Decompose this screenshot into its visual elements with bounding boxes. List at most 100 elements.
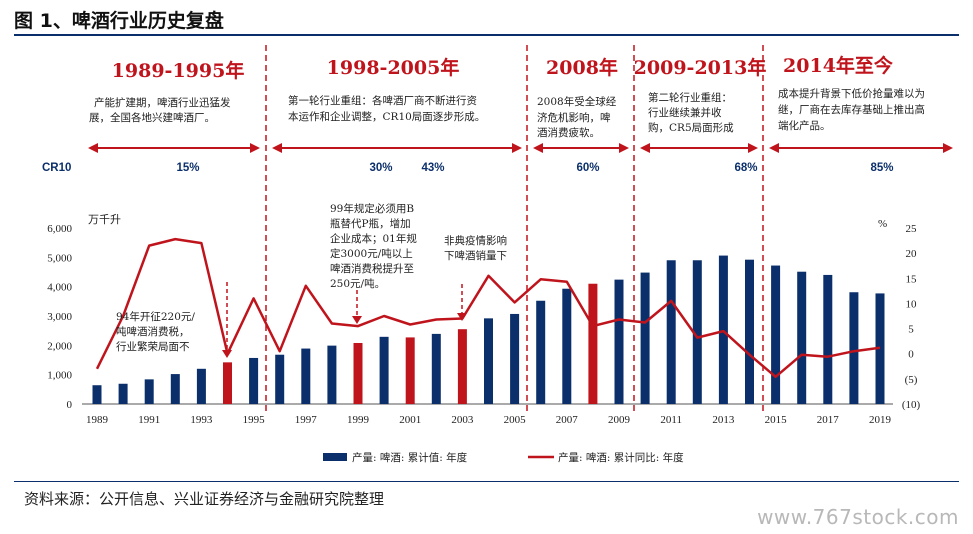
right-tick-label: 15 xyxy=(906,273,918,285)
annotation-1999: 99年规定必须用B 瓶替代P瓶，增加 企业成本；01年规 定3000元/吨以上 … xyxy=(330,202,417,324)
bar-1994 xyxy=(223,362,232,404)
watermark: www.767stock.com xyxy=(757,505,959,529)
left-tick-label: 6,000 xyxy=(47,223,72,235)
annotation-1994-arrowhead xyxy=(222,350,232,358)
bar-1990 xyxy=(118,383,128,404)
period-3-desc-line-1: 2008年受全球经 xyxy=(537,95,617,108)
period-5-desc-line-2: 继，厂商在去库存基础上推出高 xyxy=(778,103,925,116)
annotation-2003-line-2: 下啤酒销量下 xyxy=(444,249,507,262)
annotation-1994-line-3: 行业繁荣局面不 xyxy=(116,340,190,353)
right-tick-label: 25 xyxy=(906,223,918,235)
period-3-desc-line-2: 济危机影响，啤 xyxy=(537,111,611,124)
bar-2011 xyxy=(666,260,676,404)
x-tick-label: 2009 xyxy=(608,414,631,426)
bar-2010 xyxy=(640,272,650,404)
x-tick-label: 2001 xyxy=(399,414,421,426)
annotation-1999-arrowhead xyxy=(352,316,362,324)
left-tick-label: 2,000 xyxy=(47,340,72,352)
x-tick-label: 2007 xyxy=(556,414,579,426)
title-underline xyxy=(14,34,959,36)
bar-2006 xyxy=(536,300,546,404)
period-3-title: 2008年 xyxy=(546,56,618,79)
legend-bar-swatch xyxy=(323,453,347,461)
period-5-desc-line-3: 端化产品。 xyxy=(778,119,831,132)
cr-value-1: 15% xyxy=(176,162,199,174)
bar-2005 xyxy=(510,313,520,404)
period-5-title: 2014年至今 xyxy=(783,54,893,77)
bar-2014 xyxy=(745,259,754,404)
bar-1993 xyxy=(196,368,206,404)
bar-2015 xyxy=(771,265,781,404)
x-tick-label: 2017 xyxy=(817,414,840,426)
left-axis-unit: 万千升 xyxy=(88,213,121,226)
bar-2012 xyxy=(692,260,702,404)
left-tick-label: 0 xyxy=(67,399,73,411)
period-4-title: 2009-2013年 xyxy=(634,56,767,79)
bar-1992 xyxy=(170,374,180,404)
right-axis: (10) (5) 0 5 10 15 20 25 xyxy=(902,223,921,411)
period-3-span-arrow xyxy=(533,143,629,153)
bar-2004 xyxy=(484,318,493,404)
right-tick-label: (10) xyxy=(902,399,921,411)
annotation-1999-line-3: 企业成本；01年规 xyxy=(330,232,417,245)
bar-1995 xyxy=(249,357,259,404)
right-tick-label: 0 xyxy=(908,349,914,361)
bar-1999 xyxy=(353,342,363,404)
annotation-1994-line-2: 吨啤酒消费税， xyxy=(116,325,190,338)
bar-1989 xyxy=(92,385,102,404)
cr-value-3: 43% xyxy=(421,162,444,174)
annotation-1994-line-1: 94年开征220元/ xyxy=(116,310,195,323)
x-tick-label: 2013 xyxy=(712,414,735,426)
bar-2017 xyxy=(823,274,833,404)
period-2-title: 1998-2005年 xyxy=(327,56,460,79)
bar-2003 xyxy=(457,329,467,404)
period-4-span-arrow xyxy=(640,143,758,153)
figure-title: 图 1、啤酒行业历史复盘 xyxy=(14,10,224,32)
period-5-desc-line-1: 成本提升背景下低价抢量难以为 xyxy=(778,87,925,100)
bar-2016 xyxy=(797,271,807,404)
cr-value-2: 30% xyxy=(369,162,392,174)
bar-1998 xyxy=(327,345,337,404)
bar-1996 xyxy=(275,354,285,404)
annotation-2003: 非典疫情影响 下啤酒销量下 xyxy=(444,234,507,321)
annotation-1999-line-4: 定3000元/吨以上 xyxy=(330,247,413,260)
period-1-span-arrow xyxy=(88,143,260,153)
annotation-1999-line-5: 啤酒消费税提升至 xyxy=(330,262,414,275)
bar-2013 xyxy=(718,255,728,404)
cr-row-label: CR10 xyxy=(42,162,71,174)
left-tick-label: 5,000 xyxy=(47,252,72,264)
bar-2001 xyxy=(405,337,415,404)
right-tick-label: 10 xyxy=(906,298,918,310)
bar-2002 xyxy=(431,333,441,404)
annotation-2003-line-1: 非典疫情影响 xyxy=(444,234,507,247)
period-5-span-arrow xyxy=(769,143,953,153)
left-tick-label: 4,000 xyxy=(47,282,72,294)
annotation-1999-line-2: 瓶替代P瓶，增加 xyxy=(330,217,411,230)
legend-line-label: 产量: 啤酒: 累计同比: 年度 xyxy=(558,451,684,464)
annotation-2003-arrowhead xyxy=(457,313,467,321)
bar-2009 xyxy=(614,279,624,404)
left-axis: 0 1,000 2,000 3,000 4,000 5,000 6,000 xyxy=(47,223,72,411)
cr-value-6: 85% xyxy=(870,162,893,174)
period-3-desc-line-3: 酒消费疲软。 xyxy=(537,126,600,139)
x-tick-label: 1999 xyxy=(347,414,370,426)
x-tick-label: 2015 xyxy=(765,414,788,426)
bar-2018 xyxy=(849,292,859,404)
left-tick-label: 3,000 xyxy=(47,311,72,323)
bar-2000 xyxy=(379,336,389,404)
x-tick-label: 1993 xyxy=(190,414,213,426)
cr-value-5: 68% xyxy=(734,162,757,174)
right-axis-unit: % xyxy=(878,218,887,230)
source-note: 资料来源：公开信息、兴业证券经济与金融研究院整理 xyxy=(24,490,385,508)
right-tick-label: 20 xyxy=(906,248,918,260)
bar-1991 xyxy=(144,379,154,404)
x-tick-label: 2011 xyxy=(660,414,682,426)
source-rule xyxy=(14,481,959,482)
legend-bar-label: 产量: 啤酒: 累计值: 年度 xyxy=(352,451,468,464)
production-bars xyxy=(92,255,885,404)
annotation-1994: 94年开征220元/ 吨啤酒消费税， 行业繁荣局面不 xyxy=(116,282,232,358)
chart-legend: 产量: 啤酒: 累计值: 年度 产量: 啤酒: 累计同比: 年度 xyxy=(323,451,684,464)
period-1-title: 1989-1995年 xyxy=(112,59,245,82)
x-tick-label: 1991 xyxy=(138,414,160,426)
period-1-desc-line-1: 产能扩建期，啤酒行业迅猛发 xyxy=(94,96,231,109)
